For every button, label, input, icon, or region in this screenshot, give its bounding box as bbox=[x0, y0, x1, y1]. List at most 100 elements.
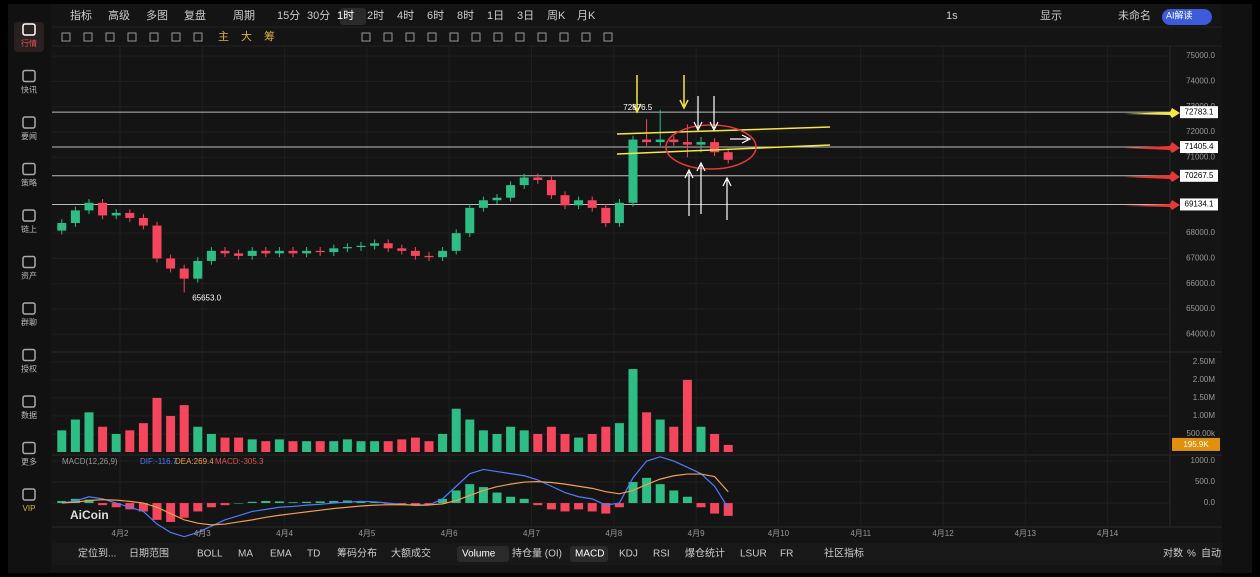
volume-bar bbox=[478, 430, 488, 452]
toolbar-button[interactable]: 多图 bbox=[146, 8, 168, 22]
nav-icon[interactable] bbox=[22, 488, 36, 501]
annotations bbox=[616, 75, 1180, 220]
indicator-button[interactable]: 持仓量 (OI) bbox=[512, 547, 562, 560]
volume-bar bbox=[710, 433, 720, 452]
indicator-button[interactable]: 大额成交 bbox=[391, 547, 431, 560]
nav-icon[interactable] bbox=[22, 23, 36, 36]
tool-icon[interactable] bbox=[193, 32, 203, 42]
bottom-right[interactable]: 自动 bbox=[1201, 547, 1221, 560]
interval-button[interactable]: 4时 bbox=[397, 9, 414, 22]
period-label[interactable]: 周期 bbox=[233, 9, 255, 22]
y-tick-label: 72000.0 bbox=[1186, 127, 1215, 136]
indicator-button[interactable]: RSI bbox=[653, 549, 670, 560]
tool-icon[interactable] bbox=[581, 32, 591, 42]
toolbar-button[interactable]: 指标 bbox=[70, 8, 92, 22]
tool-button[interactable]: 大 bbox=[241, 29, 252, 43]
tool-icon[interactable] bbox=[383, 32, 393, 42]
volume-current: 195.9K bbox=[1183, 440, 1209, 449]
volume-bar bbox=[669, 426, 679, 452]
toolbar-right[interactable]: AI解读 bbox=[1166, 9, 1193, 20]
tool-icon[interactable] bbox=[471, 32, 481, 42]
tool-icon[interactable] bbox=[405, 32, 415, 42]
nav-icon[interactable] bbox=[22, 302, 36, 315]
tool-icon[interactable] bbox=[149, 32, 159, 42]
volume-bar bbox=[179, 405, 189, 452]
macd-bar bbox=[234, 503, 244, 504]
interval-button[interactable]: 3日 bbox=[517, 10, 534, 22]
indicator-button[interactable]: TD bbox=[307, 549, 320, 560]
nav-icon[interactable] bbox=[22, 209, 36, 222]
interval-button[interactable]: 2时 bbox=[367, 9, 384, 22]
volume-bar bbox=[138, 423, 148, 452]
x-tick-label: 4月2 bbox=[112, 529, 129, 538]
tool-icon[interactable] bbox=[537, 32, 547, 42]
indicator-button[interactable]: KDJ bbox=[619, 549, 638, 560]
interval-button[interactable]: 15分 bbox=[277, 9, 300, 22]
toolbar-right[interactable]: 未命名 bbox=[1118, 8, 1151, 22]
bottom-button[interactable]: 日期范围 bbox=[129, 547, 169, 560]
tool-icon[interactable] bbox=[427, 32, 437, 42]
interval-button[interactable]: 30分 bbox=[307, 9, 330, 22]
candle-body bbox=[519, 177, 529, 186]
indicator-button[interactable]: 社区指标 bbox=[824, 547, 864, 560]
tool-button[interactable]: 筹 bbox=[264, 29, 275, 43]
tool-icon[interactable] bbox=[559, 32, 569, 42]
macd-legend: DEA:269.4 bbox=[175, 457, 214, 466]
toolbar-right[interactable]: 1s bbox=[946, 10, 958, 22]
candle-body bbox=[111, 212, 121, 216]
bottom-right[interactable]: 对数 bbox=[1163, 547, 1183, 560]
tool-icon[interactable] bbox=[61, 32, 71, 42]
ai-button[interactable] bbox=[1162, 9, 1212, 25]
tool-icon[interactable] bbox=[493, 32, 503, 42]
macd-bar bbox=[519, 498, 529, 504]
nav-icon[interactable] bbox=[22, 441, 36, 455]
volume-bar bbox=[247, 439, 257, 452]
tool-icon[interactable] bbox=[105, 32, 115, 42]
indicator-button[interactable]: MACD bbox=[575, 549, 604, 560]
right-sidebar bbox=[1222, 4, 1252, 573]
tool-icon[interactable] bbox=[83, 32, 93, 42]
candle-body bbox=[696, 142, 706, 145]
volume-bar bbox=[587, 433, 597, 452]
interval-button[interactable]: 周K bbox=[547, 9, 566, 22]
macd-bar bbox=[642, 477, 652, 504]
tool-icon[interactable] bbox=[361, 32, 371, 42]
tool-icon[interactable] bbox=[449, 32, 459, 42]
tool-icon[interactable] bbox=[515, 32, 525, 42]
y-tick-label: 500.00k bbox=[1187, 429, 1216, 438]
interval-button[interactable]: 月K bbox=[577, 10, 596, 22]
indicator-button[interactable]: BOLL bbox=[197, 549, 223, 560]
indicator-button[interactable]: Volume bbox=[462, 549, 496, 560]
nav-label: 链上 bbox=[21, 224, 37, 234]
nav-icon[interactable] bbox=[22, 395, 36, 408]
indicator-button[interactable]: 爆仓统计 bbox=[685, 547, 725, 560]
indicator-button[interactable]: MA bbox=[238, 549, 253, 560]
nav-icon[interactable] bbox=[22, 69, 36, 83]
interval-button[interactable]: 1日 bbox=[487, 10, 504, 22]
trend-line bbox=[616, 144, 831, 155]
indicator-button[interactable]: 筹码分布 bbox=[337, 547, 377, 560]
nav-icon[interactable] bbox=[22, 116, 36, 129]
macd-bar bbox=[492, 492, 502, 504]
tool-button[interactable]: 主 bbox=[218, 30, 229, 43]
interval-button[interactable]: 1时 bbox=[337, 9, 354, 22]
tool-icon[interactable] bbox=[171, 32, 181, 42]
nav-icon[interactable] bbox=[22, 255, 36, 269]
bottom-right[interactable]: % bbox=[1187, 549, 1196, 560]
indicator-button[interactable]: FR bbox=[780, 549, 793, 560]
interval-button[interactable]: 6时 bbox=[427, 9, 444, 22]
candle-body bbox=[247, 250, 257, 256]
toolbar-button[interactable]: 复盘 bbox=[184, 8, 206, 22]
tool-icon[interactable] bbox=[127, 32, 137, 42]
bottom-button[interactable]: 定位到... bbox=[78, 547, 116, 560]
indicator-button[interactable]: LSUR bbox=[740, 549, 767, 560]
toolbar-right[interactable]: 显示 bbox=[1040, 9, 1062, 22]
nav-icon[interactable] bbox=[22, 162, 36, 176]
indicator-button[interactable]: EMA bbox=[270, 549, 292, 560]
nav-icon[interactable] bbox=[22, 348, 36, 362]
interval-button[interactable]: 8时 bbox=[457, 9, 474, 22]
bottom-bar bbox=[52, 543, 1222, 565]
tool-icon[interactable] bbox=[603, 32, 613, 42]
volume-bar bbox=[601, 426, 611, 452]
toolbar-button[interactable]: 高级 bbox=[108, 8, 130, 22]
